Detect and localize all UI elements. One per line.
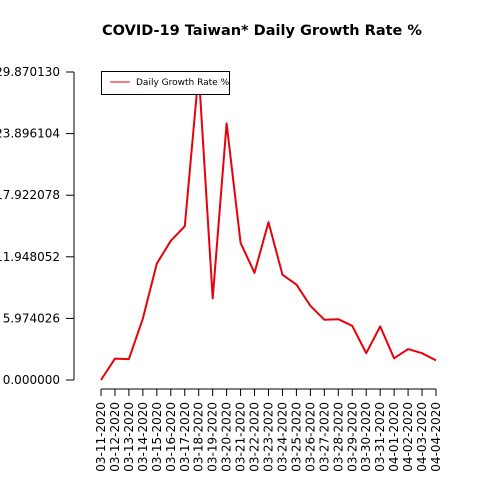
x-tick-label: 03-21-2020 <box>234 402 248 472</box>
x-tick-label: 03-14-2020 <box>136 402 150 472</box>
series-line <box>100 71 437 381</box>
x-tick-label: 03-29-2020 <box>345 402 359 472</box>
x-tick-label: 03-17-2020 <box>178 402 192 472</box>
x-tick-label: 04-04-2020 <box>429 402 443 472</box>
y-tick-label: 11.948052 <box>0 250 60 264</box>
x-tick-label: 03-28-2020 <box>331 402 345 472</box>
x-tick-label: 03-25-2020 <box>289 402 303 472</box>
x-tick-label: 03-16-2020 <box>164 402 178 472</box>
x-tick-label: 04-03-2020 <box>415 402 429 472</box>
y-tick-label: 29.870130 <box>0 65 60 79</box>
x-tick-label: 03-12-2020 <box>108 402 122 472</box>
x-tick-label: 03-11-2020 <box>94 402 108 472</box>
x-tick-label: 03-30-2020 <box>359 402 373 472</box>
plot-area <box>100 71 437 381</box>
x-tick-label: 03-19-2020 <box>206 402 220 472</box>
x-tick-label: 04-01-2020 <box>387 402 401 472</box>
y-tick-label: 0.000000 <box>3 373 60 387</box>
x-tick-label: 03-18-2020 <box>192 402 206 472</box>
x-tick-label: 03-22-2020 <box>248 402 262 472</box>
legend-box <box>101 71 230 95</box>
x-tick-label: 03-20-2020 <box>220 402 234 472</box>
x-tick-label: 03-27-2020 <box>317 402 331 472</box>
chart-title: COVID-19 Taiwan* Daily Growth Rate % <box>102 23 422 39</box>
x-tick-label: 03-31-2020 <box>373 402 387 472</box>
x-tick-label: 04-02-2020 <box>401 402 415 472</box>
y-axis: 0.000000 5.974026 11.948052 17.922078 23.896… <box>0 65 75 387</box>
x-tick-label: 03-13-2020 <box>122 402 136 472</box>
x-tick-label: 03-24-2020 <box>275 402 289 472</box>
x-tick-label: 03-26-2020 <box>303 402 317 472</box>
legend: Daily Growth Rate % <box>101 71 230 95</box>
y-tick-label: 17.922078 <box>0 188 60 202</box>
legend-label: Daily Growth Rate % <box>136 78 230 88</box>
y-tick-label: 5.974026 <box>3 311 60 325</box>
y-tick-label: 23.896104 <box>0 127 60 141</box>
x-axis: 03-11-2020 03-12-2020 03-13-2020 03-14-2020… <box>94 388 443 472</box>
x-tick-label: 03-23-2020 <box>262 402 276 472</box>
x-tick-label: 03-15-2020 <box>150 402 164 472</box>
